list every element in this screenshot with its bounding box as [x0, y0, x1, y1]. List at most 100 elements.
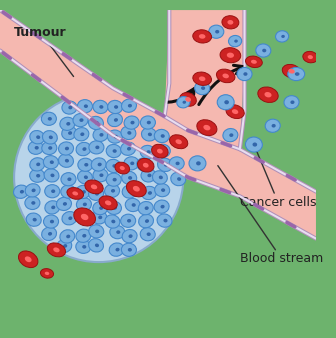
Ellipse shape [104, 184, 120, 197]
Ellipse shape [35, 146, 39, 150]
Ellipse shape [113, 178, 117, 182]
Ellipse shape [288, 68, 305, 80]
Ellipse shape [170, 135, 188, 149]
Ellipse shape [189, 156, 206, 171]
Ellipse shape [95, 243, 99, 247]
Ellipse shape [130, 121, 135, 124]
Ellipse shape [148, 174, 152, 177]
Ellipse shape [78, 171, 92, 184]
Ellipse shape [130, 162, 134, 165]
Ellipse shape [246, 56, 262, 68]
Ellipse shape [41, 112, 56, 125]
Ellipse shape [159, 175, 163, 179]
Ellipse shape [74, 208, 95, 226]
Ellipse shape [78, 211, 93, 224]
Ellipse shape [140, 145, 155, 159]
Ellipse shape [106, 173, 121, 186]
Ellipse shape [73, 114, 88, 127]
Ellipse shape [295, 72, 299, 76]
Ellipse shape [128, 176, 132, 180]
Ellipse shape [201, 86, 205, 90]
Ellipse shape [177, 97, 190, 108]
Ellipse shape [72, 191, 78, 195]
Ellipse shape [62, 126, 77, 140]
Ellipse shape [76, 240, 91, 254]
Ellipse shape [281, 35, 285, 38]
Ellipse shape [155, 184, 170, 197]
Ellipse shape [48, 117, 52, 121]
Ellipse shape [58, 154, 74, 167]
Ellipse shape [49, 136, 53, 139]
Ellipse shape [115, 162, 130, 174]
Ellipse shape [215, 30, 219, 33]
Ellipse shape [141, 128, 157, 141]
Ellipse shape [161, 134, 165, 138]
Ellipse shape [26, 213, 41, 226]
Polygon shape [165, 10, 245, 149]
Ellipse shape [143, 163, 147, 166]
Ellipse shape [182, 101, 186, 104]
Ellipse shape [177, 177, 181, 181]
Ellipse shape [124, 157, 139, 170]
Ellipse shape [147, 121, 151, 124]
Ellipse shape [36, 174, 40, 177]
Ellipse shape [63, 202, 67, 206]
Ellipse shape [158, 158, 172, 171]
Ellipse shape [51, 189, 55, 193]
Ellipse shape [125, 198, 140, 212]
Ellipse shape [78, 158, 93, 171]
Ellipse shape [93, 100, 108, 114]
Ellipse shape [65, 159, 69, 163]
Ellipse shape [196, 161, 201, 165]
Ellipse shape [224, 100, 229, 104]
Ellipse shape [106, 144, 121, 158]
Ellipse shape [258, 87, 278, 102]
Ellipse shape [44, 169, 59, 182]
Ellipse shape [80, 132, 84, 136]
Ellipse shape [57, 239, 72, 252]
Ellipse shape [85, 180, 103, 194]
Ellipse shape [137, 159, 154, 172]
Ellipse shape [122, 185, 137, 198]
Ellipse shape [171, 172, 185, 186]
Ellipse shape [251, 60, 257, 64]
Ellipse shape [113, 206, 117, 210]
Ellipse shape [99, 196, 117, 210]
Ellipse shape [89, 225, 104, 238]
Ellipse shape [256, 44, 271, 57]
Ellipse shape [124, 116, 139, 129]
Ellipse shape [276, 31, 289, 42]
Ellipse shape [223, 128, 238, 142]
Ellipse shape [68, 106, 73, 110]
Ellipse shape [197, 120, 217, 136]
Ellipse shape [220, 48, 241, 63]
Ellipse shape [63, 244, 67, 248]
Ellipse shape [48, 232, 52, 236]
Ellipse shape [66, 122, 70, 126]
Ellipse shape [169, 157, 184, 170]
Ellipse shape [50, 220, 54, 223]
Text: Tumour: Tumour [14, 26, 67, 40]
Ellipse shape [234, 40, 238, 43]
Ellipse shape [62, 101, 77, 114]
Ellipse shape [217, 95, 234, 110]
Ellipse shape [193, 72, 211, 86]
Ellipse shape [232, 109, 238, 114]
Ellipse shape [253, 143, 257, 147]
Ellipse shape [271, 124, 276, 127]
Ellipse shape [99, 173, 103, 177]
Ellipse shape [264, 92, 271, 97]
Ellipse shape [141, 169, 156, 182]
Ellipse shape [31, 201, 35, 205]
Ellipse shape [81, 214, 88, 220]
Ellipse shape [122, 99, 136, 112]
Ellipse shape [44, 215, 58, 228]
Ellipse shape [93, 201, 108, 215]
Ellipse shape [155, 144, 170, 158]
Ellipse shape [154, 200, 169, 213]
Ellipse shape [139, 214, 154, 228]
Ellipse shape [99, 105, 103, 109]
Ellipse shape [48, 146, 52, 150]
Ellipse shape [199, 76, 205, 81]
Ellipse shape [209, 25, 224, 38]
